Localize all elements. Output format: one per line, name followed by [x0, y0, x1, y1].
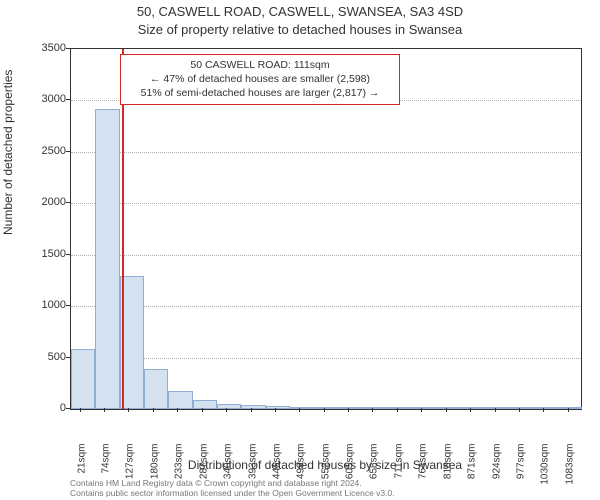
y-tick-label: 0 — [26, 402, 66, 414]
x-tick-label: 1083sqm — [564, 444, 575, 494]
histogram-bar — [144, 369, 168, 409]
histogram-bar — [266, 406, 290, 409]
x-tick-mark — [470, 408, 471, 412]
x-tick-label: 658sqm — [369, 444, 380, 494]
x-tick-mark — [543, 408, 544, 412]
y-tick-mark — [66, 254, 70, 255]
x-tick-mark — [202, 408, 203, 412]
x-tick-mark — [568, 408, 569, 412]
y-tick-label: 3000 — [26, 93, 66, 105]
x-tick-mark — [372, 408, 373, 412]
x-tick-mark — [495, 408, 496, 412]
y-tick-mark — [66, 408, 70, 409]
histogram-bar — [388, 407, 412, 409]
x-tick-label: 21sqm — [76, 444, 87, 494]
x-tick-mark — [421, 408, 422, 412]
histogram-bar — [217, 404, 241, 409]
x-tick-mark — [226, 408, 227, 412]
annotation-line1: 50 CASWELL ROAD: 111sqm — [127, 58, 393, 72]
histogram-bar — [71, 349, 95, 409]
annotation-box: 50 CASWELL ROAD: 111sqm ← 47% of detache… — [120, 54, 400, 105]
grid-line — [71, 152, 581, 153]
x-tick-mark — [177, 408, 178, 412]
chart-title-line2: Size of property relative to detached ho… — [0, 22, 600, 37]
histogram-bar — [412, 407, 436, 409]
histogram-bar — [534, 407, 558, 409]
x-tick-label: 605sqm — [344, 444, 355, 494]
x-tick-label: 287sqm — [198, 444, 209, 494]
x-tick-mark — [128, 408, 129, 412]
histogram-bar — [363, 407, 387, 409]
y-tick-mark — [66, 99, 70, 100]
x-tick-mark — [251, 408, 252, 412]
histogram-bar — [315, 407, 339, 409]
y-tick-label: 3500 — [26, 42, 66, 54]
y-tick-label: 1000 — [26, 299, 66, 311]
x-tick-label: 1030sqm — [540, 444, 551, 494]
y-tick-mark — [66, 151, 70, 152]
x-tick-label: 127sqm — [125, 444, 136, 494]
x-tick-label: 711sqm — [393, 444, 404, 494]
x-tick-mark — [275, 408, 276, 412]
histogram-bar — [241, 405, 265, 409]
histogram-bar — [290, 407, 314, 409]
x-tick-label: 393sqm — [247, 444, 258, 494]
x-tick-label: 552sqm — [320, 444, 331, 494]
y-tick-label: 500 — [26, 351, 66, 363]
y-tick-label: 2500 — [26, 145, 66, 157]
y-tick-mark — [66, 305, 70, 306]
histogram-bar — [436, 407, 460, 409]
x-tick-label: 499sqm — [296, 444, 307, 494]
grid-line — [71, 255, 581, 256]
x-tick-label: 446sqm — [271, 444, 282, 494]
y-axis-title: Number of detached properties — [1, 70, 15, 235]
x-tick-label: 180sqm — [149, 444, 160, 494]
x-tick-label: 818sqm — [442, 444, 453, 494]
y-tick-label: 1500 — [26, 248, 66, 260]
histogram-bar — [558, 407, 582, 409]
y-tick-label: 2000 — [26, 196, 66, 208]
x-tick-mark — [519, 408, 520, 412]
grid-line — [71, 203, 581, 204]
y-tick-mark — [66, 48, 70, 49]
histogram-bar — [95, 109, 119, 409]
annotation-line2: ← 47% of detached houses are smaller (2,… — [127, 72, 393, 86]
histogram-bar — [193, 400, 217, 409]
y-tick-mark — [66, 202, 70, 203]
x-tick-mark — [153, 408, 154, 412]
x-tick-mark — [446, 408, 447, 412]
grid-line — [71, 306, 581, 307]
grid-line — [71, 358, 581, 359]
x-tick-label: 871sqm — [467, 444, 478, 494]
x-tick-label: 340sqm — [223, 444, 234, 494]
chart-title-line1: 50, CASWELL ROAD, CASWELL, SWANSEA, SA3 … — [0, 4, 600, 19]
x-tick-mark — [397, 408, 398, 412]
x-tick-label: 924sqm — [491, 444, 502, 494]
histogram-bar — [485, 407, 509, 409]
x-tick-mark — [324, 408, 325, 412]
x-tick-label: 233sqm — [174, 444, 185, 494]
x-tick-label: 74sqm — [101, 444, 112, 494]
y-tick-mark — [66, 357, 70, 358]
histogram-bar — [168, 391, 192, 410]
x-tick-mark — [104, 408, 105, 412]
x-tick-label: 977sqm — [515, 444, 526, 494]
histogram-bar — [461, 407, 485, 409]
histogram-bar — [509, 407, 533, 409]
x-tick-mark — [348, 408, 349, 412]
annotation-line3: 51% of semi-detached houses are larger (… — [127, 86, 393, 100]
x-tick-mark — [80, 408, 81, 412]
histogram-bar — [339, 407, 363, 409]
x-tick-label: 764sqm — [418, 444, 429, 494]
x-tick-mark — [299, 408, 300, 412]
chart-container: 50, CASWELL ROAD, CASWELL, SWANSEA, SA3 … — [0, 0, 600, 500]
